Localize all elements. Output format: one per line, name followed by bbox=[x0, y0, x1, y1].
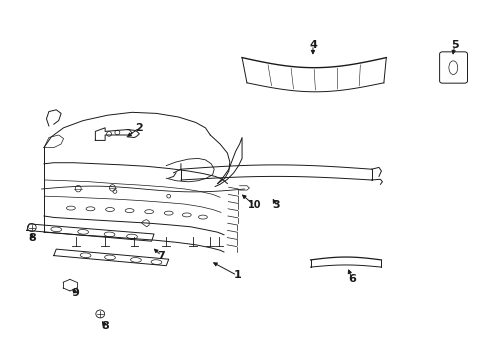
Text: 5: 5 bbox=[450, 40, 458, 50]
Text: 4: 4 bbox=[308, 40, 316, 50]
Text: 6: 6 bbox=[347, 274, 355, 284]
Text: 8: 8 bbox=[28, 233, 36, 243]
Text: 10: 10 bbox=[247, 200, 261, 210]
Text: 1: 1 bbox=[233, 270, 241, 280]
Text: 7: 7 bbox=[157, 251, 165, 261]
Text: 3: 3 bbox=[272, 200, 280, 210]
Text: 8: 8 bbox=[101, 321, 109, 331]
Text: 9: 9 bbox=[72, 288, 80, 298]
Text: 2: 2 bbox=[135, 123, 143, 133]
